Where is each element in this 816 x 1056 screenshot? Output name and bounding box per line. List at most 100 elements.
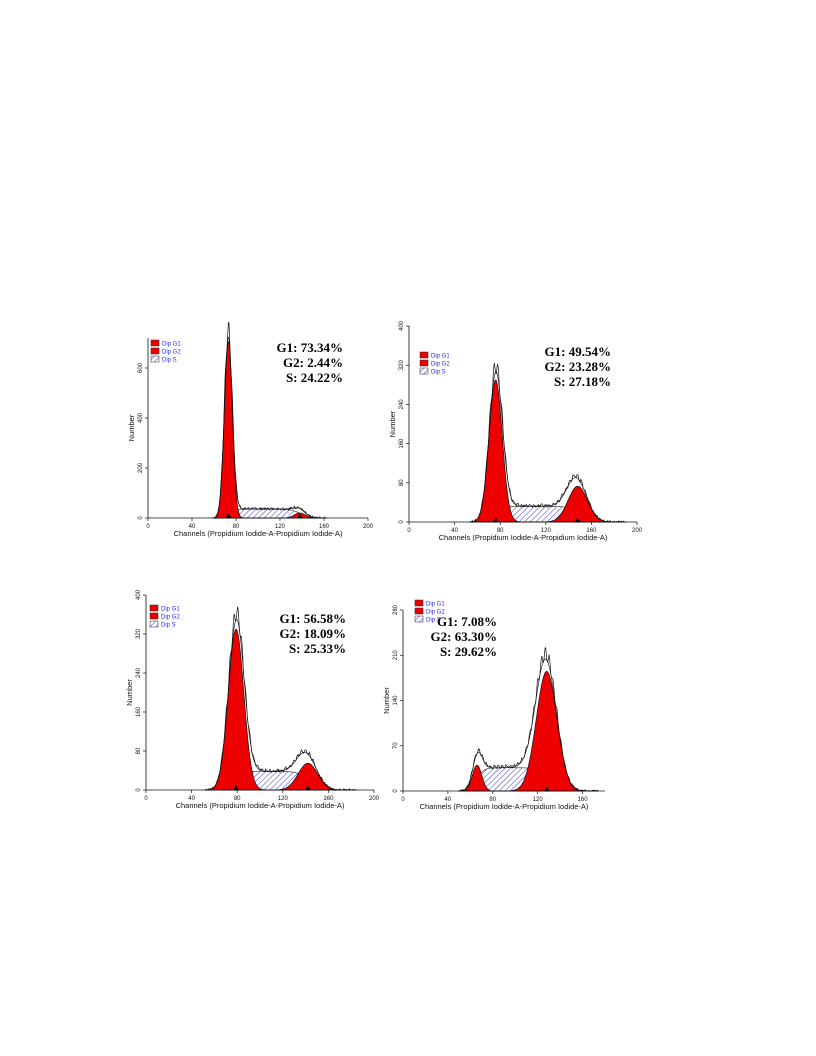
y-tick-label: 70 [393,742,399,749]
stat-s-percent: S: 25.33% [289,641,346,656]
y-tick-label: 400 [138,412,144,423]
legend-label: Dip S [162,357,177,363]
x-tick-label: 160 [586,528,597,534]
y-tick-label: 160 [399,438,405,449]
x-tick-label: 0 [401,797,405,803]
stat-g2-percent: G2: 63.30% [431,629,497,644]
x-tick-label: 200 [363,524,374,530]
x-tick-label: 160 [323,796,334,802]
legend-label: Dip G2 [162,349,181,355]
stat-s-percent: S: 27.18% [554,374,611,389]
x-tick-label: 120 [275,524,286,530]
legend-swatch-dip-g1 [414,599,424,607]
stat-g1-percent: G1: 73.34% [277,340,343,355]
legend-label: Dip S [161,622,176,628]
peak-marker [225,513,232,519]
stat-g2-percent: G2: 18.09% [280,626,346,641]
x-tick-label: 200 [632,528,643,534]
y-tick-label: 200 [138,462,144,473]
x-tick-label: 160 [578,797,589,803]
model-fit-line [212,336,327,519]
x-tick-label: 80 [234,796,241,802]
legend-swatch-dip-s [150,355,160,363]
stat-g1-percent: G1: 56.58% [280,611,346,626]
model-fit-line [205,619,357,791]
stat-s-percent: S: 29.62% [440,644,497,659]
y-tick-label: 80 [136,747,142,754]
x-tick-label: 0 [144,796,148,802]
legend-swatch-dip-g2 [149,612,159,620]
legend-swatch-dip-g2 [150,347,160,355]
peak-marker [543,786,550,792]
x-tick-label: 0 [407,528,411,534]
x-axis-title: Channels (Propidium Iodide-A-Propidium I… [174,529,343,538]
legend-swatch-dip-g1 [419,351,429,359]
stat-s-percent: S: 24.22% [286,370,343,385]
model-fit-line [458,658,598,792]
x-tick-label: 120 [541,528,552,534]
y-tick-label: 160 [136,706,142,717]
peak-marker [304,785,311,791]
legend-label: Dip G1 [426,601,445,607]
legend-label: Dip S [426,617,441,623]
legend-label: Dip G1 [431,353,450,359]
y-tick-label: 400 [136,589,142,600]
legend-swatch-dip-g2 [414,607,424,615]
y-tick-label: 240 [136,667,142,678]
legend-label: Dip S [431,369,446,375]
panel-2-chart: 0 40 80 120 160 200 0 80 160 240 320 400 Channels (P… [388,320,643,542]
y-axis-title: Number [382,687,391,714]
legend-label: Dip G1 [162,341,181,347]
y-tick-label: 600 [138,362,144,373]
panel-4-chart: 0 40 80 120 160 0 70 140 210 280 Channels (Propidi… [382,599,605,811]
panel-3-chart: 0 40 80 120 160 200 0 80 160 240 320 400 Channels (P… [125,589,380,810]
peak-marker [574,517,581,523]
y-axis-title: Number [388,410,397,437]
panel-1-chart: 0 40 80 120 160 200 0 200 400 600 Channels (Propid… [127,321,374,538]
x-tick-label: 40 [451,528,458,534]
peak-marker [233,785,240,791]
legend-swatch-dip-g2 [419,359,429,367]
legend-swatch-dip-g1 [149,604,159,612]
y-axis-title: Number [125,679,134,706]
legend-label: Dip G2 [431,361,450,367]
x-tick-label: 120 [533,797,544,803]
x-tick-label: 80 [497,528,504,534]
y-tick-label: 240 [399,399,405,410]
peak-marker [296,513,303,519]
model-fit-line [469,371,626,523]
y-tick-label: 210 [393,650,399,661]
legend-swatch-dip-s [149,620,159,628]
legend-swatch-dip-s [414,615,424,623]
x-tick-label: 160 [319,524,330,530]
y-tick-label: 280 [393,604,399,615]
x-tick-label: 120 [278,796,289,802]
x-tick-label: 40 [189,524,196,530]
x-tick-label: 40 [188,796,195,802]
g1-peak-area [469,379,626,523]
legend-swatch-dip-g1 [150,339,160,347]
x-tick-label: 80 [233,524,240,530]
y-tick-label: 320 [136,628,142,639]
peak-marker [492,517,499,523]
x-tick-label: 200 [369,796,380,802]
stat-g2-percent: G2: 2.44% [283,355,343,370]
x-axis-title: Channels (Propidium Iodide-A-Propidium I… [439,533,608,542]
y-tick-label: 0 [138,516,144,520]
legend-swatch-dip-s [419,367,429,375]
y-tick-label: 0 [136,788,142,792]
y-tick-label: 400 [399,320,405,331]
legend-label: Dip G1 [161,606,180,612]
y-tick-label: 80 [399,479,405,486]
x-tick-label: 80 [489,797,496,803]
stat-g2-percent: G2: 23.28% [545,359,611,374]
legend-label: Dip G2 [426,609,445,615]
y-tick-label: 0 [399,520,405,524]
x-axis-title: Channels (Propidium Iodide-A-Propidium I… [176,801,345,810]
x-tick-label: 0 [146,524,150,530]
y-tick-label: 140 [393,695,399,706]
y-axis-title: Number [127,414,136,441]
legend-label: Dip G2 [161,614,180,620]
y-tick-label: 320 [399,360,405,371]
